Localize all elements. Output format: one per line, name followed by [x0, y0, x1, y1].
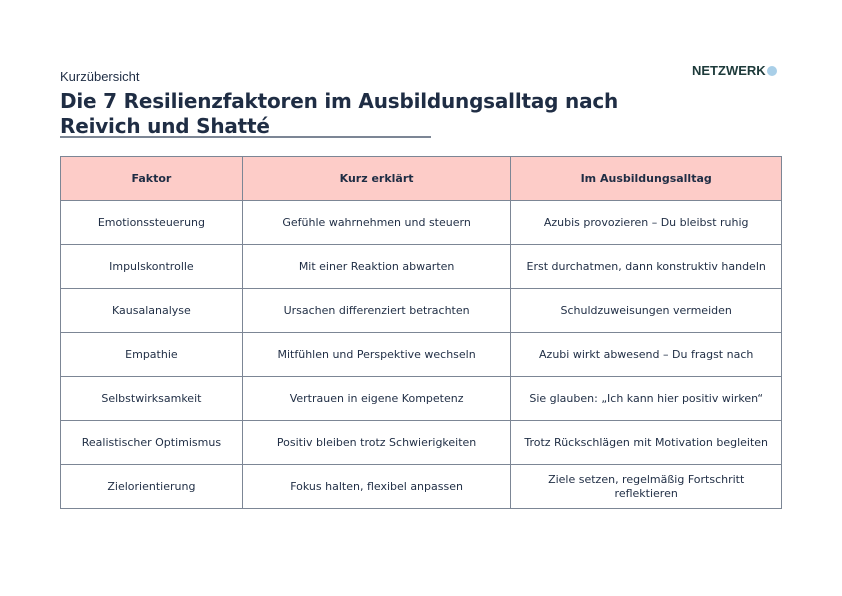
logo-text: NETZWERK	[692, 63, 766, 78]
cell-daily: Ziele setzen, regelmäßig Fortschritt ref…	[510, 464, 782, 509]
netzwerk-logo: NETZWERK	[692, 63, 777, 78]
cell-factor: Emotionssteuerung	[60, 200, 243, 245]
subtitle: Kurzübersicht	[60, 69, 140, 84]
page-title: Die 7 Resilienzfaktoren im Ausbildungsal…	[60, 89, 618, 139]
cell-factor: Empathie	[60, 332, 243, 377]
cell-daily: Sie glauben: „Ich kann hier positiv wirk…	[510, 376, 782, 421]
cell-factor: Kausalanalyse	[60, 288, 243, 333]
table-row: Realistischer Optimismus Positiv bleiben …	[60, 420, 782, 465]
cell-short: Vertrauen in eigene Kompetenz	[241, 376, 512, 421]
table-row: Empathie Mitfühlen und Perspektive wechse…	[60, 332, 782, 377]
header-short: Kurz erklärt	[241, 156, 512, 201]
cell-factor: Zielorientierung	[60, 464, 243, 509]
cell-short: Positiv bleiben trotz Schwierigkeiten	[241, 420, 512, 465]
title-underline	[60, 136, 431, 138]
table-row: Zielorientierung Fokus halten, flexibel a…	[60, 464, 782, 509]
table-row: Kausalanalyse Ursachen differenziert betr…	[60, 288, 782, 333]
table-row: Emotionssteuerung Gefühle wahrnehmen und …	[60, 200, 782, 245]
header-daily: Im Ausbildungsalltag	[510, 156, 782, 201]
table-header-row: Faktor Kurz erklärt Im Ausbildungsalltag	[60, 156, 782, 201]
title-line-2: Reivich und Shatté	[60, 114, 270, 138]
title-line-1: Die 7 Resilienzfaktoren im Ausbildungsal…	[60, 89, 619, 113]
cell-daily: Erst durchatmen, dann konstruktiv handel…	[510, 244, 782, 289]
logo-circle-icon	[766, 65, 777, 76]
cell-factor: Selbstwirksamkeit	[60, 376, 243, 421]
table-row: Selbstwirksamkeit Vertrauen in eigene Kom…	[60, 376, 782, 421]
cell-short: Fokus halten, flexibel anpassen	[241, 464, 512, 509]
cell-short: Mitfühlen und Perspektive wechseln	[241, 332, 512, 377]
cell-daily: Azubis provozieren – Du bleibst ruhig	[510, 200, 782, 245]
cell-short: Ursachen differenziert betrachten	[241, 288, 512, 333]
cell-daily: Schuldzuweisungen vermeiden	[510, 288, 782, 333]
table-row: Impulskontrolle Mit einer Reaktion abwart…	[60, 244, 782, 289]
header-factor: Faktor	[60, 156, 243, 201]
cell-daily: Trotz Rückschlägen mit Motivation beglei…	[510, 420, 782, 465]
cell-short: Gefühle wahrnehmen und steuern	[241, 200, 512, 245]
resilience-table: Faktor Kurz erklärt Im Ausbildungsalltag…	[60, 156, 782, 509]
cell-short: Mit einer Reaktion abwarten	[241, 244, 512, 289]
cell-factor: Realistischer Optimismus	[60, 420, 243, 465]
cell-daily: Azubi wirkt abwesend – Du fragst nach	[510, 332, 782, 377]
cell-factor: Impulskontrolle	[60, 244, 243, 289]
